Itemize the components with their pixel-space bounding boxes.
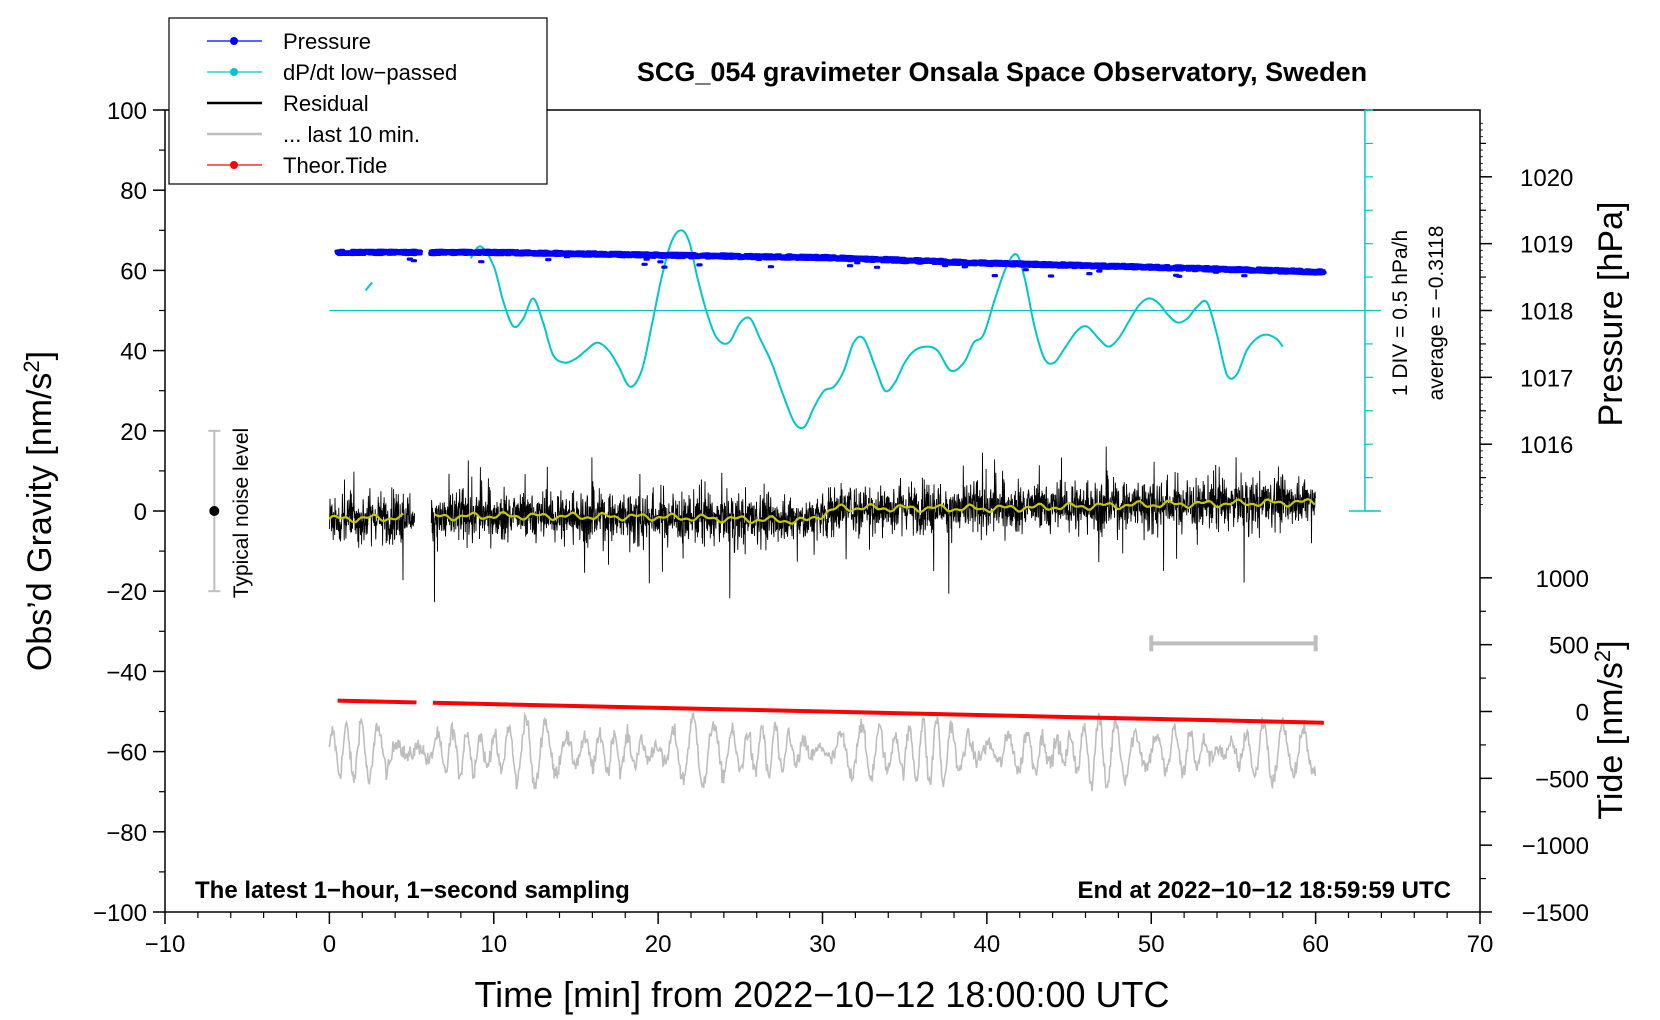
y-tick-label: 100 xyxy=(107,98,147,125)
x-axis: −10 0 10 20 30 40 50 60 70 xyxy=(145,912,1494,958)
residual-trace xyxy=(430,446,1316,603)
dpdt-trace xyxy=(469,229,1284,430)
tide-tick-label: 0 xyxy=(1576,700,1589,727)
plot-series xyxy=(328,229,1327,792)
y-axis-tide: −1500 −1000 −500 0 500 1000 xyxy=(1480,566,1589,927)
tide-tick-label: −1000 xyxy=(1522,833,1589,860)
pressure-tick-label: 1018 xyxy=(1520,299,1573,326)
bottom-left-note: The latest 1−hour, 1−second sampling xyxy=(195,877,630,904)
y-tick-label: −20 xyxy=(106,579,147,606)
bottom-right-note: End at 2022−10−12 18:59:59 UTC xyxy=(1077,877,1451,904)
tide-tick-label: 1000 xyxy=(1536,566,1589,593)
y-tick-label: 0 xyxy=(134,499,147,526)
y-tick-label: 40 xyxy=(120,339,147,366)
legend-label: Pressure xyxy=(283,29,371,54)
legend-marker xyxy=(230,37,238,45)
legend: Pressure dP/dt low−passed Residual ... last… xyxy=(207,29,457,178)
y-tick-label: 20 xyxy=(120,419,147,446)
x-tick-label: 40 xyxy=(974,931,1001,958)
dpdt-scale-axis xyxy=(329,109,1381,512)
y-tick-label: 60 xyxy=(120,258,147,285)
x-tick-label: 0 xyxy=(323,931,336,958)
theor-tide-line xyxy=(432,700,1324,725)
y-tick-label: −40 xyxy=(106,659,147,686)
x-axis-label: Time [min] from 2022−10−12 18:00:00 UTC xyxy=(474,974,1169,1015)
pressure-tick-label: 1020 xyxy=(1520,165,1573,192)
smoothed-residual-trace xyxy=(328,512,404,524)
legend-marker xyxy=(230,161,238,169)
chart-title: SCG_054 gravimeter Onsala Space Observat… xyxy=(637,57,1367,87)
pressure-tick-label: 1017 xyxy=(1520,365,1573,392)
y-axis-label-gravity: Obs’d Gravity [nm/s2] xyxy=(19,351,59,671)
x-tick-label: 70 xyxy=(1467,931,1494,958)
last-10-min-trace xyxy=(328,711,1317,792)
dpdt-average-label: average = −0.3118 xyxy=(1425,226,1448,401)
noise-center-dot xyxy=(209,506,220,516)
tide-tick-label: 500 xyxy=(1549,633,1589,660)
legend-box xyxy=(168,17,548,185)
y-axis-label-tide: Tide [nm/s2] xyxy=(1590,640,1630,819)
tide-tick-label: −1500 xyxy=(1522,900,1589,927)
smoothed-residual-trace xyxy=(434,498,1316,525)
y-tick-label: −100 xyxy=(93,900,147,927)
x-tick-label: 30 xyxy=(809,931,836,958)
y-axis-label-pressure: Pressure [hPa] xyxy=(1592,202,1630,427)
tide-tick-label: −500 xyxy=(1535,766,1589,793)
legend-label: Theor.Tide xyxy=(283,153,387,178)
legend-marker xyxy=(230,68,238,76)
x-tick-label: −10 xyxy=(145,931,186,958)
x-tick-label: 50 xyxy=(1138,931,1165,958)
y-axis-pressure: 1016 1017 1018 1019 1020 xyxy=(1480,122,1573,505)
noise-level-label: Typical noise level xyxy=(230,428,253,598)
theor-tide-line xyxy=(337,698,417,705)
y-axis-gravity: −100 −80 −60 −40 −20 0 20 40 60 80 100 xyxy=(93,98,165,927)
y-tick-label: −80 xyxy=(106,820,147,847)
x-tick-label: 60 xyxy=(1302,931,1329,958)
pressure-tick-label: 1019 xyxy=(1520,232,1573,259)
dpdt-scale-label: 1 DIV = 0.5 hPa/h xyxy=(1389,230,1412,396)
x-tick-label: 10 xyxy=(480,931,507,958)
noise-level-indicator xyxy=(208,429,221,593)
legend-label: Residual xyxy=(283,91,369,116)
dpdt-trace-start xyxy=(364,281,373,292)
residual-trace xyxy=(328,471,416,581)
legend-label: dP/dt low−passed xyxy=(283,60,457,85)
legend-label: ... last 10 min. xyxy=(283,122,420,147)
pressure-tick-label: 1016 xyxy=(1520,432,1573,459)
pressure-trace xyxy=(334,248,1327,278)
y-tick-label: 80 xyxy=(120,178,147,205)
y-tick-label: −60 xyxy=(106,740,147,767)
x-tick-label: 20 xyxy=(645,931,672,958)
